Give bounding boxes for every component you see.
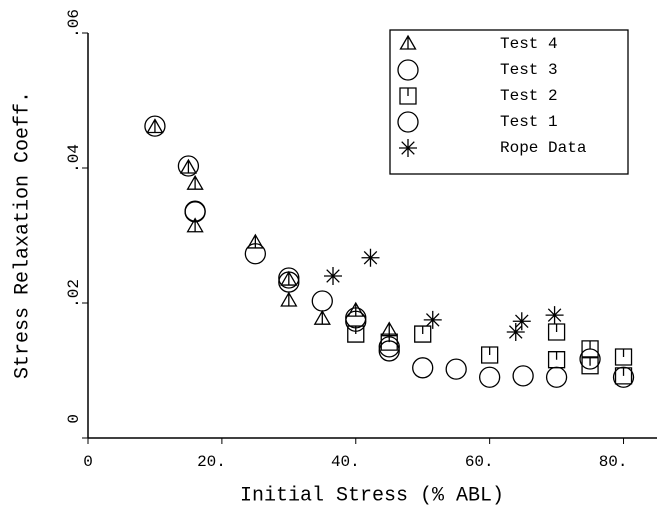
- legend: Test 4 Test 3 Test 2 Test 1 Rope Data: [389, 29, 629, 175]
- circle-marker: [144, 115, 166, 137]
- x-tick-label: 0: [83, 453, 93, 471]
- circle-marker: [412, 357, 434, 379]
- circle-marker: [512, 365, 534, 387]
- triangle-marker: [280, 291, 298, 307]
- star-marker: [506, 323, 525, 342]
- square-marker: [414, 325, 432, 343]
- legend-label: Test 4: [500, 35, 558, 53]
- circle-marker: [378, 340, 400, 362]
- circle-marker: [244, 243, 267, 265]
- circle-marker: [579, 348, 601, 370]
- triangle-marker: [280, 270, 298, 286]
- circle-marker: [397, 111, 419, 133]
- star-marker: [324, 267, 343, 285]
- square-marker: [614, 348, 633, 366]
- legend-label: Test 2: [500, 87, 558, 105]
- circle-marker: [397, 59, 419, 81]
- square-marker: [380, 333, 398, 351]
- triangle-marker: [179, 158, 198, 174]
- square-marker: [547, 323, 566, 341]
- triangle-marker: [399, 34, 417, 50]
- triangle-marker: [347, 301, 365, 317]
- circle-marker: [311, 290, 333, 312]
- circle-marker: [278, 271, 300, 293]
- x-tick-label: 40.: [331, 453, 360, 471]
- legend-label: Test 1: [500, 113, 558, 131]
- square-marker: [547, 351, 566, 369]
- star-marker: [512, 312, 531, 331]
- star-marker: [399, 139, 417, 157]
- triangle-marker: [246, 233, 264, 249]
- circle-marker: [177, 155, 200, 177]
- x-tick-label: 80.: [599, 453, 628, 471]
- legend-label: Rope Data: [500, 139, 587, 157]
- y-tick-label: .04: [65, 144, 83, 173]
- x-tick-label: 20.: [197, 453, 226, 471]
- square-marker: [581, 340, 599, 358]
- legend-label: Test 3: [500, 61, 558, 79]
- star-marker: [361, 248, 380, 267]
- x-axis-title: Initial Stress (% ABL): [240, 484, 504, 507]
- triangle-marker: [186, 174, 204, 190]
- star-marker: [423, 310, 442, 329]
- circle-marker: [345, 310, 367, 332]
- triangle-marker: [146, 118, 164, 134]
- square-marker: [399, 87, 417, 105]
- y-axis-title: Stress Relaxation Coeff.: [11, 91, 34, 379]
- square-marker: [581, 357, 599, 375]
- circle-marker: [545, 366, 568, 388]
- circle-marker: [478, 366, 501, 388]
- y-tick-label: 0: [65, 414, 83, 424]
- y-tick-label: .02: [65, 279, 83, 308]
- circle-marker: [445, 358, 467, 380]
- circle-marker: [278, 267, 300, 289]
- square-marker: [347, 325, 365, 343]
- y-tick-label: .06: [65, 9, 83, 38]
- circle-marker: [184, 201, 206, 223]
- star-marker: [545, 306, 564, 325]
- square-marker: [480, 346, 499, 364]
- square-marker: [614, 367, 633, 385]
- legend-box: [389, 29, 629, 175]
- circle-marker: [612, 366, 635, 388]
- triangle-marker: [313, 309, 331, 325]
- circle-marker: [378, 336, 400, 358]
- x-tick-label: 60.: [465, 453, 494, 471]
